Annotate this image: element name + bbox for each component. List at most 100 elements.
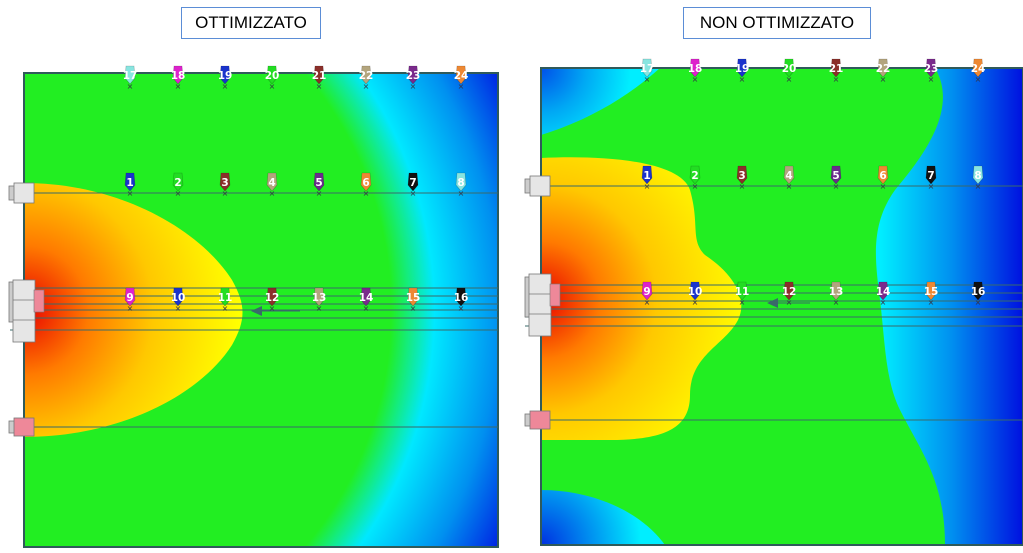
marker-label: 11 xyxy=(735,286,750,298)
marker-cross-icon: × xyxy=(222,189,229,198)
marker-optimized-12: 12× xyxy=(265,287,280,313)
marker-cross-icon: × xyxy=(928,182,935,191)
marker-label: 22 xyxy=(359,70,374,82)
marker-label: 6 xyxy=(362,177,369,189)
marker-not-optimized-24: 24× xyxy=(971,58,986,84)
marker-label: 9 xyxy=(126,292,133,304)
marker-cross-icon: × xyxy=(833,75,840,84)
marker-cross-icon: × xyxy=(975,298,982,307)
marker-cross-icon: × xyxy=(644,298,651,307)
marker-not-optimized-8: 8× xyxy=(972,165,984,191)
marker-cross-icon: × xyxy=(316,82,323,91)
marker-label: 5 xyxy=(315,177,322,189)
marker-not-optimized-3: 3× xyxy=(736,165,748,191)
marker-label: 24 xyxy=(971,63,986,75)
marker-label: 24 xyxy=(454,70,469,82)
marker-label: 23 xyxy=(924,63,939,75)
direction-arrow-right xyxy=(767,298,810,308)
sensor-markers: 1×2×3×4×5×6×7×8×9×10×11×12×13×14×15×16×1… xyxy=(123,58,986,313)
marker-label: 14 xyxy=(876,286,891,298)
marker-not-optimized-16: 16× xyxy=(971,281,986,307)
marker-label: 9 xyxy=(643,286,650,298)
marker-label: 3 xyxy=(221,177,228,189)
marker-optimized-10: 10× xyxy=(171,287,185,313)
marker-label: 23 xyxy=(406,70,421,82)
marker-not-optimized-10: 10× xyxy=(688,281,703,307)
direction-arrow-left xyxy=(251,306,300,316)
marker-cross-icon: × xyxy=(127,189,134,198)
marker-optimized-15: 15× xyxy=(406,287,421,313)
marker-label: 7 xyxy=(927,170,934,182)
marker-label: 1 xyxy=(126,177,133,189)
marker-label: 18 xyxy=(688,63,703,75)
marker-optimized-6: 6× xyxy=(360,172,372,198)
marker-not-optimized-5: 5× xyxy=(830,165,842,191)
marker-not-optimized-21: 21× xyxy=(829,58,843,84)
marker-cross-icon: × xyxy=(458,189,465,198)
marker-label: 13 xyxy=(312,292,327,304)
marker-label: 18 xyxy=(171,70,186,82)
marker-label: 12 xyxy=(265,292,280,304)
marker-cross-icon: × xyxy=(316,189,323,198)
marker-label: 2 xyxy=(174,177,181,189)
marker-label: 16 xyxy=(454,292,469,304)
marker-label: 8 xyxy=(457,177,464,189)
marker-optimized-21: 21× xyxy=(312,65,326,91)
marker-not-optimized-6: 6× xyxy=(877,165,889,191)
marker-optimized-7: 7× xyxy=(407,172,419,198)
marker-not-optimized-2: 2× xyxy=(689,165,701,191)
marker-label: 8 xyxy=(974,170,981,182)
marker-cross-icon: × xyxy=(739,298,746,307)
marker-label: 11 xyxy=(218,292,233,304)
marker-label: 1 xyxy=(643,170,650,182)
marker-cross-icon: × xyxy=(644,75,651,84)
marker-label: 17 xyxy=(640,63,655,75)
marker-cross-icon: × xyxy=(739,75,746,84)
marker-label: 15 xyxy=(406,292,421,304)
marker-not-optimized-7: 7× xyxy=(925,165,937,191)
marker-cross-icon: × xyxy=(363,82,370,91)
marker-optimized-22: 22× xyxy=(359,65,374,91)
marker-not-optimized-13: 13× xyxy=(829,281,844,307)
marker-label: 7 xyxy=(409,177,416,189)
marker-cross-icon: × xyxy=(410,82,417,91)
marker-optimized-17: 17× xyxy=(123,65,138,91)
marker-cross-icon: × xyxy=(410,189,417,198)
marker-label: 17 xyxy=(123,70,138,82)
marker-label: 14 xyxy=(359,292,374,304)
marker-label: 2 xyxy=(691,170,698,182)
marker-label: 10 xyxy=(688,286,703,298)
marker-cross-icon: × xyxy=(692,298,699,307)
marker-label: 6 xyxy=(879,170,886,182)
marker-cross-icon: × xyxy=(363,304,370,313)
marker-cross-icon: × xyxy=(786,298,793,307)
marker-not-optimized-18: 18× xyxy=(688,58,703,84)
marker-not-optimized-17: 17× xyxy=(640,58,655,84)
marker-cross-icon: × xyxy=(833,298,840,307)
marker-optimized-24: 24× xyxy=(454,65,469,91)
marker-not-optimized-11: 11× xyxy=(735,281,750,307)
marker-optimized-16: 16× xyxy=(454,287,469,313)
marker-cross-icon: × xyxy=(880,75,887,84)
marker-label: 22 xyxy=(876,63,891,75)
marker-label: 4 xyxy=(785,170,792,182)
marker-optimized-8: 8× xyxy=(455,172,467,198)
marker-optimized-3: 3× xyxy=(219,172,231,198)
emitter-devices-left xyxy=(8,182,45,437)
marker-label: 4 xyxy=(268,177,275,189)
marker-label: 16 xyxy=(971,286,986,298)
marker-optimized-18: 18× xyxy=(171,65,186,91)
marker-optimized-23: 23× xyxy=(406,65,421,91)
marker-cross-icon: × xyxy=(928,75,935,84)
marker-label: 20 xyxy=(265,70,280,82)
marker-label: 13 xyxy=(829,286,844,298)
marker-label: 3 xyxy=(738,170,745,182)
marker-cross-icon: × xyxy=(175,189,182,198)
marker-cross-icon: × xyxy=(692,182,699,191)
marker-cross-icon: × xyxy=(975,75,982,84)
marker-cross-icon: × xyxy=(269,82,276,91)
marker-optimized-14: 14× xyxy=(359,287,374,313)
marker-cross-icon: × xyxy=(880,298,887,307)
marker-cross-icon: × xyxy=(127,82,134,91)
marker-cross-icon: × xyxy=(316,304,323,313)
